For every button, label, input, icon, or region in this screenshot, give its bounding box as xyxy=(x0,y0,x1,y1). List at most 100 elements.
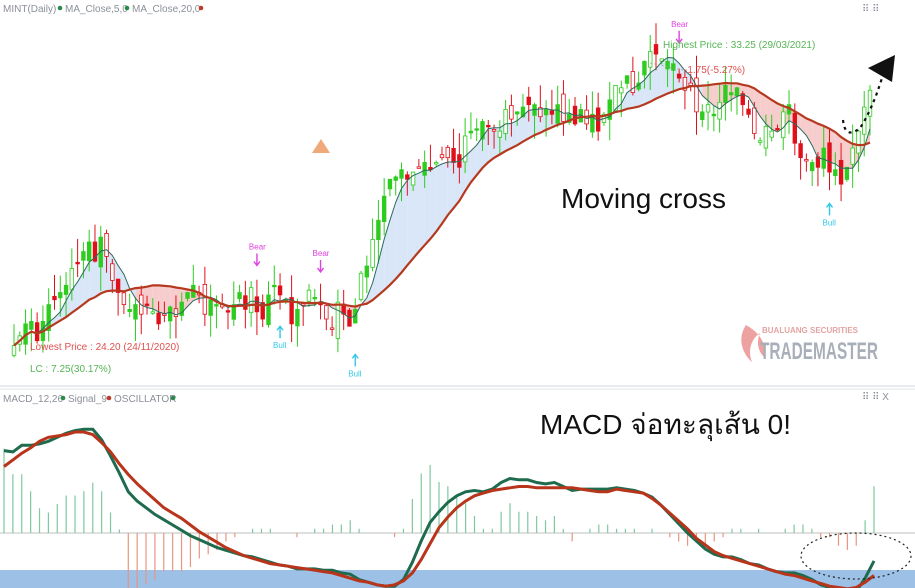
bottom-scrollbar[interactable] xyxy=(0,570,915,588)
candle-down xyxy=(746,108,751,115)
legend-dot-osc xyxy=(170,395,176,401)
candle-down xyxy=(300,303,306,306)
candle-up xyxy=(474,128,479,131)
triangle-marker xyxy=(312,139,330,153)
candle-up xyxy=(613,84,618,111)
candle-up xyxy=(757,140,763,143)
candle-up xyxy=(844,166,850,180)
macd-panel-controls[interactable]: ⠿ ⠿ X xyxy=(862,392,889,403)
candle-up xyxy=(434,162,439,165)
ma-fill-segment xyxy=(413,173,419,259)
ma-fill-segment xyxy=(442,161,448,224)
ma-fill-segment xyxy=(372,261,379,301)
ma-fill-segment xyxy=(517,115,523,146)
candle-up xyxy=(590,113,595,133)
legend-dot-end xyxy=(198,5,204,11)
candle-down xyxy=(538,107,543,118)
candle-up xyxy=(734,87,740,97)
candle-down xyxy=(526,96,531,106)
candle-up xyxy=(86,241,92,262)
candle-down xyxy=(549,110,555,115)
candle-down xyxy=(676,73,682,79)
candle-up xyxy=(705,104,711,113)
candle-down xyxy=(289,297,294,325)
candle-up xyxy=(46,304,51,331)
candle-up xyxy=(364,265,370,278)
candle-down xyxy=(792,112,798,144)
candle-up xyxy=(399,169,404,179)
candle-down xyxy=(277,285,283,296)
candle-up xyxy=(214,304,219,307)
ma-fill-segment xyxy=(436,163,442,232)
macd-annotation: MACD จ่อทะลุเส้น 0! xyxy=(540,409,791,442)
ma-fill-segment xyxy=(621,92,628,111)
trend-arrow-path xyxy=(841,77,884,134)
candle-down xyxy=(439,154,445,159)
candle-up xyxy=(98,236,103,268)
logo-title: TRADEMASTER xyxy=(760,338,878,365)
price-panel-controls[interactable]: ⠿ ⠿ xyxy=(862,4,879,15)
candle-down xyxy=(243,295,248,310)
candle-up xyxy=(665,60,670,70)
lowest-price-label: Lowest Price : 24.20 (24/11/2020) xyxy=(30,342,179,353)
candle-up xyxy=(81,251,86,261)
trend-arrow-head xyxy=(868,55,895,82)
candle-down xyxy=(451,147,456,163)
candle-up xyxy=(480,121,485,140)
candle-up xyxy=(520,106,526,118)
candle-up xyxy=(248,287,254,314)
candle-up xyxy=(237,292,242,300)
candle-down xyxy=(110,263,115,281)
candle-up xyxy=(607,99,612,120)
candle-down xyxy=(75,261,80,265)
lc-label: LC : 7.25(30.17%) xyxy=(30,364,111,375)
candle-up xyxy=(63,284,69,295)
bull-signal-label: Bull xyxy=(823,218,837,227)
highest-price-label: Highest Price : 33.25 (29/03/2021) xyxy=(663,40,815,51)
legend-symbol: MINT(Daily) xyxy=(3,4,56,15)
ma-fill-segment xyxy=(158,285,165,314)
candle-up xyxy=(150,311,156,314)
ma-fill-segment xyxy=(476,136,483,176)
bear-arrow-icon xyxy=(675,30,683,44)
ma-fill-segment xyxy=(765,96,772,130)
candle-down xyxy=(509,105,514,120)
ma-fill-segment xyxy=(511,120,518,149)
ma-fill-segment xyxy=(60,300,67,321)
ma-fill-segment xyxy=(395,188,402,280)
candle-up xyxy=(642,60,647,76)
candle-up xyxy=(422,162,427,176)
candle-up xyxy=(358,272,364,300)
legend-ma-fast: MA_Close,5,0 xyxy=(65,4,128,15)
ma-fill-segment xyxy=(656,61,662,99)
candle-down xyxy=(815,156,821,168)
candle-up xyxy=(769,130,774,138)
trademaster-logo: BUALUANG SECURITIES TRADEMASTER xyxy=(741,325,878,365)
bull-arrow-icon xyxy=(825,202,834,216)
ma-fill-segment xyxy=(447,161,454,216)
bear-signal-label: Bear xyxy=(671,20,688,29)
bull-arrow-icon xyxy=(276,325,284,339)
candle-down xyxy=(416,166,422,169)
candle-up xyxy=(503,109,508,134)
ma-fill-segment xyxy=(418,170,425,252)
candle-up xyxy=(29,321,34,330)
candle-up xyxy=(833,169,838,177)
ma-fill-segment xyxy=(650,68,656,102)
candle-down xyxy=(775,128,780,131)
candle-down xyxy=(202,284,208,315)
candle-down xyxy=(838,159,844,185)
candle-up xyxy=(11,345,17,356)
ma-fill-segment xyxy=(627,88,633,109)
candle-up xyxy=(624,75,630,84)
candle-up xyxy=(711,113,717,117)
candle-up xyxy=(179,301,184,316)
candle-up xyxy=(387,178,393,190)
candle-up xyxy=(208,299,213,316)
candle-up xyxy=(468,130,474,134)
candle-down xyxy=(92,241,98,262)
candle-up xyxy=(850,147,855,165)
candle-up xyxy=(723,84,728,103)
candle-up xyxy=(167,306,173,322)
